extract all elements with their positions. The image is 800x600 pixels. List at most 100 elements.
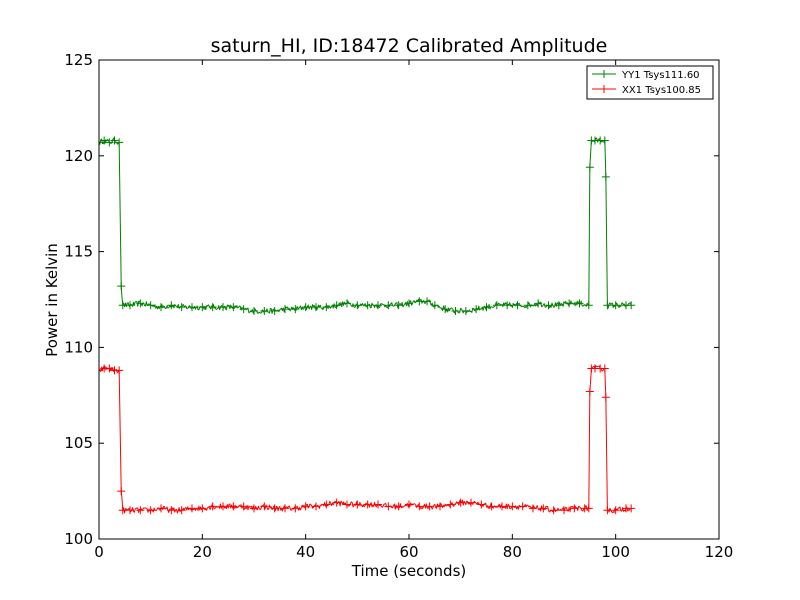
- data-point-marker: [188, 504, 196, 513]
- data-point-marker: [146, 506, 155, 515]
- data-point-marker: [405, 500, 413, 509]
- series-1: [99, 136, 636, 315]
- y-axis-title: Power in Kelvin: [43, 243, 61, 357]
- data-point-marker: [394, 502, 403, 511]
- data-point-marker: [332, 498, 341, 507]
- chart-title: saturn_HI, ID:18472 Calibrated Amplitude: [211, 35, 608, 57]
- data-point-marker: [322, 500, 331, 509]
- data-point-marker: [312, 502, 320, 511]
- data-point-marker: [177, 506, 186, 515]
- series-layer: [99, 136, 636, 515]
- data-point-marker: [239, 305, 248, 314]
- data-point-marker: [157, 303, 165, 312]
- data-point-marker: [456, 498, 465, 507]
- data-point-marker: [513, 301, 522, 310]
- data-point-marker: [167, 301, 176, 310]
- data-point-marker: [549, 506, 558, 515]
- x-axis-title: Time (seconds): [351, 562, 467, 580]
- x-tick-label: 60: [399, 543, 418, 561]
- data-point-marker: [384, 502, 393, 511]
- data-point-marker: [343, 299, 351, 308]
- data-point-marker: [601, 172, 610, 181]
- x-tick-label: 100: [601, 543, 630, 561]
- data-point-marker: [219, 303, 227, 312]
- data-point-marker: [126, 301, 134, 310]
- data-point-marker: [136, 299, 145, 308]
- data-point-marker: [229, 303, 238, 312]
- data-point-marker: [291, 305, 300, 314]
- data-point-marker: [322, 303, 331, 312]
- data-point-marker: [100, 136, 109, 145]
- data-point-marker: [503, 301, 512, 310]
- data-point-marker: [281, 504, 289, 513]
- data-point-marker: [363, 500, 372, 509]
- legend-label: XX1 Tsys100.85: [622, 85, 701, 96]
- plot-area: 0 20 40 60 80 100 120 100 105 110 115 120 125 YY1 Tsy…: [64, 51, 733, 561]
- data-point-marker: [575, 299, 584, 308]
- data-point-marker: [601, 393, 610, 402]
- data-point-marker: [482, 303, 491, 312]
- data-point-marker: [565, 299, 574, 308]
- data-point-marker: [477, 500, 486, 509]
- data-point-marker: [229, 502, 238, 511]
- data-point-marker: [374, 500, 382, 509]
- data-point-marker: [508, 502, 517, 511]
- data-point-marker: [343, 500, 351, 509]
- y-tick-label: 120: [64, 147, 93, 165]
- data-point-marker: [260, 502, 269, 511]
- data-point-marker: [461, 306, 470, 315]
- data-point-marker: [472, 305, 481, 314]
- data-point-marker: [585, 163, 594, 172]
- data-point-marker: [603, 301, 612, 310]
- data-point-marker: [405, 299, 413, 308]
- data-point-marker: [430, 301, 439, 310]
- data-point-marker: [441, 305, 450, 314]
- data-point-marker: [570, 504, 579, 513]
- data-point-marker: [539, 504, 548, 513]
- data-point-marker: [332, 301, 341, 310]
- data-point-marker: [544, 301, 553, 310]
- legend-item: YY1 Tsys111.60: [592, 70, 700, 81]
- data-point-marker: [451, 306, 460, 315]
- data-point-marker: [611, 301, 620, 310]
- data-point-marker: [584, 301, 593, 310]
- data-point-marker: [374, 301, 382, 310]
- data-point-marker: [534, 299, 543, 308]
- y-tick-label: 115: [64, 243, 93, 261]
- data-point-marker: [600, 364, 609, 373]
- data-point-marker: [436, 502, 444, 511]
- data-point-marker: [446, 500, 455, 509]
- data-point-marker: [554, 301, 563, 310]
- data-point-marker: [363, 301, 372, 310]
- data-point-marker: [117, 282, 126, 291]
- data-point-marker: [529, 504, 537, 513]
- y-tick-label: 125: [64, 51, 93, 69]
- data-point-marker: [560, 506, 568, 515]
- data-point-marker: [312, 303, 320, 312]
- data-point-marker: [353, 301, 362, 310]
- data-point-marker: [492, 301, 501, 310]
- data-point-marker: [467, 498, 475, 507]
- data-point-marker: [260, 306, 269, 315]
- data-point-marker: [105, 138, 114, 147]
- data-point-marker: [425, 502, 434, 511]
- data-point-marker: [281, 305, 289, 314]
- data-point-marker: [301, 502, 310, 511]
- data-point-marker: [585, 387, 594, 396]
- x-tick-label: 40: [296, 543, 315, 561]
- data-point-marker: [117, 487, 126, 496]
- data-point-marker: [208, 303, 217, 312]
- data-point-marker: [177, 303, 186, 312]
- data-point-marker: [627, 301, 636, 310]
- data-point-marker: [487, 502, 496, 511]
- x-tick-label: 120: [705, 543, 734, 561]
- data-point-marker: [384, 301, 393, 310]
- series-2: [99, 364, 636, 515]
- data-point-marker: [291, 504, 300, 513]
- legend-item: XX1 Tsys100.85: [592, 85, 701, 96]
- legend: YY1 Tsys111.60 XX1 Tsys100.85: [586, 65, 714, 100]
- data-point-marker: [239, 502, 248, 511]
- data-point-marker: [110, 136, 119, 145]
- data-point-marker: [157, 504, 165, 513]
- data-point-marker: [394, 301, 403, 310]
